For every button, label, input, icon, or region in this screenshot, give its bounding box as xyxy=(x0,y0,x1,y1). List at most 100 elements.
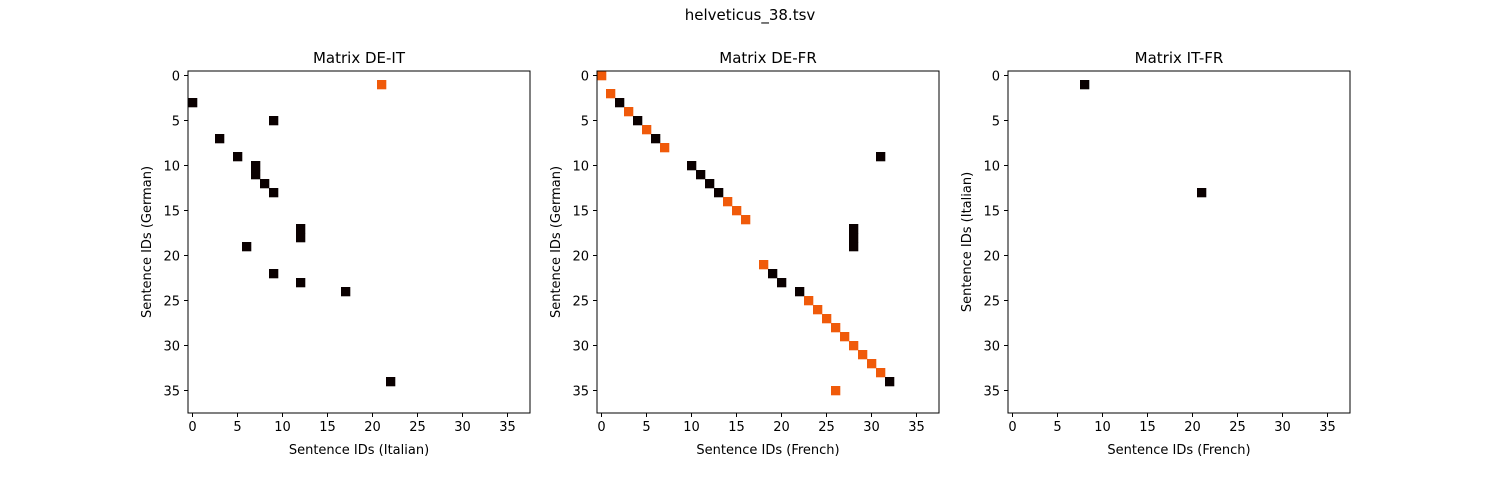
matrix-cell xyxy=(840,332,850,342)
y-tick-label: 5 xyxy=(172,115,180,130)
matrix-cell xyxy=(885,377,895,387)
matrix-cell xyxy=(606,89,616,99)
axes-frame xyxy=(1007,70,1351,414)
y-tick-label: 20 xyxy=(983,250,1000,265)
matrix-cell xyxy=(260,179,270,189)
matrix-cell xyxy=(795,287,805,297)
x-tick-label: 15 xyxy=(1139,420,1156,435)
x-tick-label: 0 xyxy=(188,420,196,435)
matrix-cell xyxy=(242,242,252,252)
panel-title: Matrix DE-IT xyxy=(313,49,406,67)
x-tick-label: 35 xyxy=(1319,420,1336,435)
x-tick-label: 10 xyxy=(1094,420,1111,435)
y-tick-label: 25 xyxy=(572,295,589,310)
y-tick-label: 5 xyxy=(581,115,589,130)
y-axis-label: Sentence IDs (Italian) xyxy=(960,172,975,312)
matrix-cell xyxy=(269,116,279,126)
matrix-cell xyxy=(849,242,859,252)
y-tick-label: 35 xyxy=(163,385,180,400)
y-tick-label: 10 xyxy=(572,160,589,175)
matrix-cell xyxy=(377,80,387,90)
y-tick-label: 0 xyxy=(581,70,589,85)
figure-title: helveticus_38.tsv xyxy=(684,6,816,24)
matrix-cell xyxy=(876,152,886,162)
y-tick-label: 5 xyxy=(992,115,1000,130)
y-tick-label: 25 xyxy=(163,295,180,310)
x-tick-label: 20 xyxy=(364,420,381,435)
matrix-cell xyxy=(732,206,742,216)
matrix-cell xyxy=(251,161,261,171)
matrix-cell xyxy=(759,260,769,270)
x-tick-label: 35 xyxy=(908,420,925,435)
y-tick-label: 35 xyxy=(572,385,589,400)
matrix-cell xyxy=(831,386,841,396)
y-tick-label: 0 xyxy=(172,70,180,85)
matrix-cell xyxy=(858,350,868,360)
matrix-cell xyxy=(813,305,823,315)
panel-title: Matrix DE-FR xyxy=(719,49,817,67)
matrix-cell xyxy=(296,233,306,243)
x-tick-label: 10 xyxy=(274,420,291,435)
matrix-cell xyxy=(615,98,625,108)
x-tick-label: 15 xyxy=(319,420,336,435)
matrix-cell xyxy=(696,170,706,180)
matrix-cell xyxy=(296,278,306,288)
y-tick-label: 20 xyxy=(163,250,180,265)
matrix-cell xyxy=(867,359,877,369)
y-tick-label: 30 xyxy=(983,340,1000,355)
x-tick-label: 30 xyxy=(1274,420,1291,435)
matrix-cell xyxy=(849,224,859,234)
matrix-cell xyxy=(705,179,715,189)
matrix-cell xyxy=(386,377,396,387)
matrix-cell xyxy=(296,224,306,234)
panel-title: Matrix IT-FR xyxy=(1135,49,1224,67)
matrix-cell xyxy=(642,125,652,135)
x-tick-label: 25 xyxy=(818,420,835,435)
y-tick-label: 30 xyxy=(572,340,589,355)
matrix-cell xyxy=(1080,80,1090,90)
x-tick-label: 0 xyxy=(1008,420,1016,435)
y-tick-label: 15 xyxy=(163,205,180,220)
x-tick-label: 5 xyxy=(642,420,650,435)
matrix-cell xyxy=(269,188,279,198)
y-tick-label: 25 xyxy=(983,295,1000,310)
matrix-cell xyxy=(714,188,724,198)
x-tick-label: 30 xyxy=(863,420,880,435)
y-tick-label: 30 xyxy=(163,340,180,355)
y-axis-label: Sentence IDs (German) xyxy=(140,166,155,318)
matrix-cell xyxy=(660,143,670,153)
matrix-cell xyxy=(876,368,886,378)
x-tick-label: 5 xyxy=(233,420,241,435)
matrix-cell xyxy=(633,116,643,126)
x-tick-label: 20 xyxy=(1184,420,1201,435)
axes-frame xyxy=(187,70,531,414)
matrix-cell xyxy=(251,170,261,180)
y-tick-label: 15 xyxy=(983,205,1000,220)
matrix-cell xyxy=(651,134,661,144)
matrix-cell xyxy=(188,98,198,108)
matrix-cell xyxy=(597,71,607,81)
x-tick-label: 15 xyxy=(728,420,745,435)
matrix-cell xyxy=(341,287,351,297)
matrix-cell xyxy=(215,134,225,144)
matrix-cell xyxy=(831,323,841,333)
matrix-cell xyxy=(822,314,832,324)
y-tick-label: 15 xyxy=(572,205,589,220)
x-tick-label: 25 xyxy=(409,420,426,435)
x-axis-label: Sentence IDs (Italian) xyxy=(289,443,429,458)
y-tick-label: 0 xyxy=(992,70,1000,85)
x-tick-label: 35 xyxy=(499,420,516,435)
y-tick-label: 35 xyxy=(983,385,1000,400)
x-axis-label: Sentence IDs (French) xyxy=(1107,443,1250,458)
x-tick-label: 0 xyxy=(597,420,605,435)
x-tick-label: 25 xyxy=(1229,420,1246,435)
x-axis-label: Sentence IDs (French) xyxy=(696,443,839,458)
x-tick-label: 30 xyxy=(454,420,471,435)
matrix-cell xyxy=(1197,188,1207,198)
y-axis-label: Sentence IDs (German) xyxy=(549,166,564,318)
axes-frame xyxy=(596,70,940,414)
matrix-cell xyxy=(777,278,787,288)
y-tick-label: 20 xyxy=(572,250,589,265)
matrix-cell xyxy=(687,161,697,171)
